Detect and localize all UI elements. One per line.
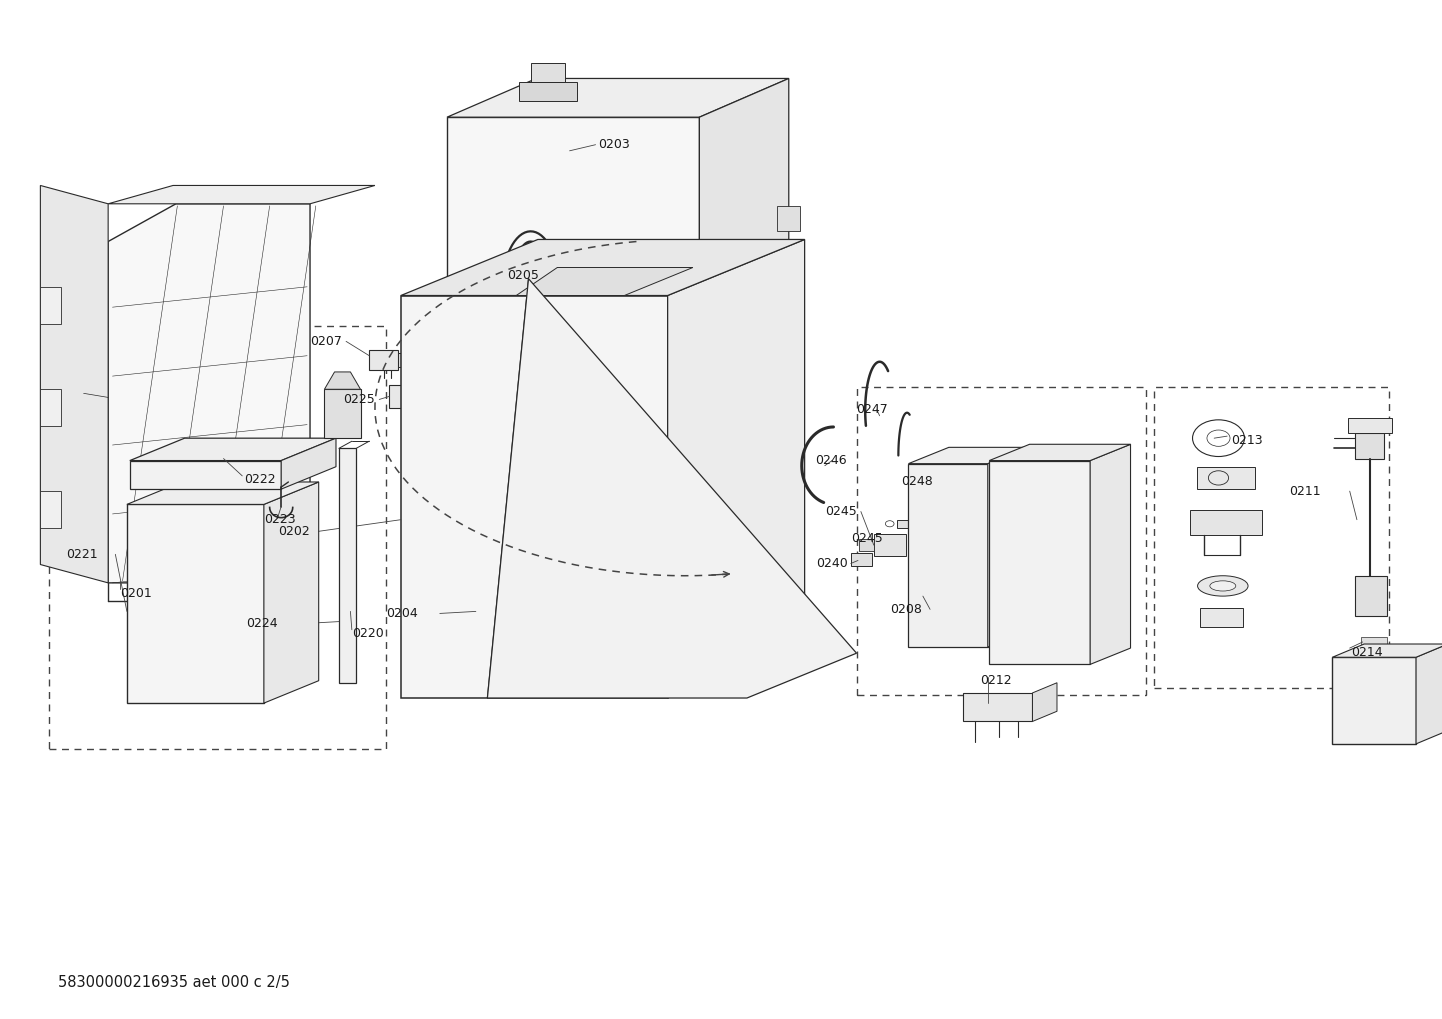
Polygon shape	[1416, 644, 1442, 744]
Polygon shape	[516, 268, 694, 296]
Polygon shape	[369, 350, 398, 370]
Polygon shape	[668, 239, 805, 698]
Bar	[897, 520, 914, 528]
Polygon shape	[401, 239, 805, 296]
Polygon shape	[324, 389, 360, 438]
Polygon shape	[40, 185, 108, 583]
Circle shape	[431, 393, 440, 399]
Bar	[1361, 637, 1387, 649]
Polygon shape	[531, 63, 565, 82]
Polygon shape	[324, 372, 360, 389]
Bar	[408, 498, 477, 539]
Polygon shape	[127, 504, 264, 703]
Text: 58300000216935 aet 000 c 2/5: 58300000216935 aet 000 c 2/5	[58, 975, 290, 990]
Text: 0207: 0207	[310, 335, 342, 347]
Bar	[857, 387, 1146, 695]
Polygon shape	[1355, 576, 1387, 616]
Ellipse shape	[1198, 576, 1247, 596]
Text: 0246: 0246	[815, 454, 846, 467]
Bar	[408, 380, 477, 421]
Polygon shape	[1032, 683, 1057, 721]
Bar	[916, 571, 942, 632]
Polygon shape	[40, 389, 61, 426]
Text: 0213: 0213	[1231, 434, 1263, 446]
Text: 0208: 0208	[890, 603, 921, 615]
Text: 0220: 0220	[352, 628, 384, 640]
Text: 0247: 0247	[857, 404, 888, 416]
Polygon shape	[389, 385, 425, 408]
Text: 0221: 0221	[66, 548, 98, 560]
Text: 0204: 0204	[386, 607, 418, 620]
Bar	[408, 616, 477, 657]
Bar	[408, 321, 477, 362]
Bar	[408, 557, 477, 598]
Polygon shape	[130, 438, 336, 461]
Text: 0203: 0203	[598, 139, 630, 151]
Polygon shape	[777, 206, 800, 231]
Polygon shape	[908, 464, 988, 647]
Polygon shape	[989, 461, 1090, 664]
Polygon shape	[859, 539, 874, 551]
Polygon shape	[989, 444, 1131, 461]
Polygon shape	[447, 78, 789, 117]
Polygon shape	[108, 204, 310, 583]
Polygon shape	[398, 353, 415, 367]
Text: 0245: 0245	[825, 505, 857, 518]
Text: 0214: 0214	[1351, 646, 1383, 658]
Polygon shape	[130, 461, 281, 489]
Polygon shape	[108, 185, 375, 204]
Text: 0201: 0201	[120, 587, 151, 599]
Text: 0248: 0248	[901, 476, 933, 488]
Polygon shape	[988, 447, 1028, 647]
Polygon shape	[519, 82, 577, 101]
Bar	[851, 553, 872, 566]
Bar	[134, 688, 160, 703]
Bar	[213, 688, 242, 703]
Ellipse shape	[1210, 581, 1236, 591]
Text: 0211: 0211	[1289, 485, 1321, 497]
Text: 0245: 0245	[851, 532, 883, 544]
Polygon shape	[1355, 433, 1384, 459]
Text: 0222: 0222	[244, 474, 275, 486]
Polygon shape	[1190, 510, 1262, 535]
Text: 0205: 0205	[508, 269, 539, 281]
Text: 0202: 0202	[278, 526, 310, 538]
Polygon shape	[1332, 657, 1416, 744]
Bar	[1001, 532, 1079, 654]
Polygon shape	[401, 296, 668, 698]
Polygon shape	[963, 693, 1032, 721]
Bar	[1344, 726, 1366, 744]
Polygon shape	[487, 279, 857, 698]
Bar	[49, 326, 386, 749]
Polygon shape	[127, 482, 319, 504]
Bar	[1154, 387, 1389, 688]
Polygon shape	[1348, 418, 1392, 433]
Polygon shape	[40, 491, 61, 528]
Polygon shape	[1332, 644, 1442, 657]
Bar	[497, 185, 620, 214]
Bar	[1197, 467, 1255, 489]
Bar	[1200, 608, 1243, 627]
Text: 0225: 0225	[343, 393, 375, 406]
Polygon shape	[281, 438, 336, 489]
Polygon shape	[40, 287, 61, 324]
Polygon shape	[1090, 444, 1131, 664]
Text: 0223: 0223	[264, 514, 296, 526]
Polygon shape	[447, 117, 699, 285]
Polygon shape	[908, 447, 1028, 464]
Bar	[916, 515, 942, 555]
Polygon shape	[874, 534, 906, 556]
Bar	[502, 550, 519, 576]
Polygon shape	[339, 448, 356, 683]
Text: 0224: 0224	[247, 618, 278, 630]
Polygon shape	[264, 482, 319, 703]
Bar	[502, 647, 519, 678]
Text: 0240: 0240	[816, 557, 848, 570]
Polygon shape	[699, 78, 789, 285]
Text: 0212: 0212	[981, 675, 1012, 687]
Polygon shape	[425, 387, 447, 406]
Bar	[408, 439, 477, 480]
